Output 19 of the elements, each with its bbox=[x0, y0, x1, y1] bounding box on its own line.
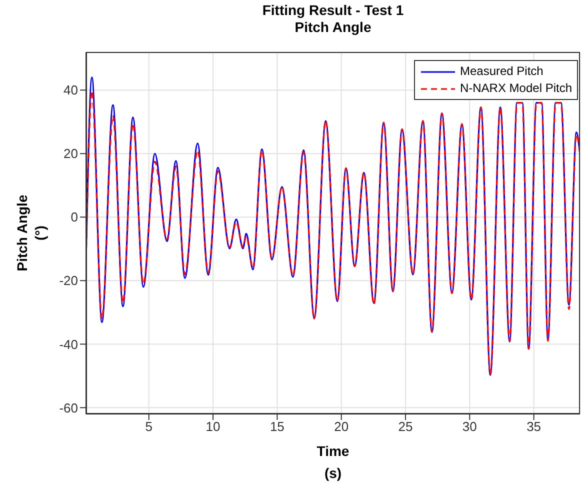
y-tick-label: 0 bbox=[70, 210, 78, 225]
x-tick-label: 5 bbox=[145, 419, 152, 434]
y-axis-title: Pitch Angle (°) bbox=[13, 194, 49, 274]
chart-subtitle: Pitch Angle bbox=[294, 19, 372, 36]
x-tick-label: 30 bbox=[462, 419, 477, 434]
chart-title: Fitting Result - Test 1 bbox=[261, 2, 405, 19]
y-tick-label: 40 bbox=[64, 82, 78, 98]
y-tick-label: -60 bbox=[59, 400, 78, 416]
x-tick-label: 15 bbox=[270, 419, 284, 434]
y-tick-label: -40 bbox=[59, 336, 78, 352]
y-tick-label: -20 bbox=[59, 273, 78, 288]
x-tick-label: 35 bbox=[526, 419, 542, 434]
x-tick-label: 25 bbox=[398, 419, 413, 434]
y-tick-label: 20 bbox=[64, 146, 78, 162]
x-tick-label: 10 bbox=[206, 419, 220, 434]
x-tick-label: 20 bbox=[334, 419, 349, 434]
legend-label: N-NARX Model Pitch bbox=[460, 80, 572, 97]
x-axis-title: Time (s) bbox=[316, 442, 350, 483]
legend-label: Measured Pitch bbox=[460, 63, 544, 80]
